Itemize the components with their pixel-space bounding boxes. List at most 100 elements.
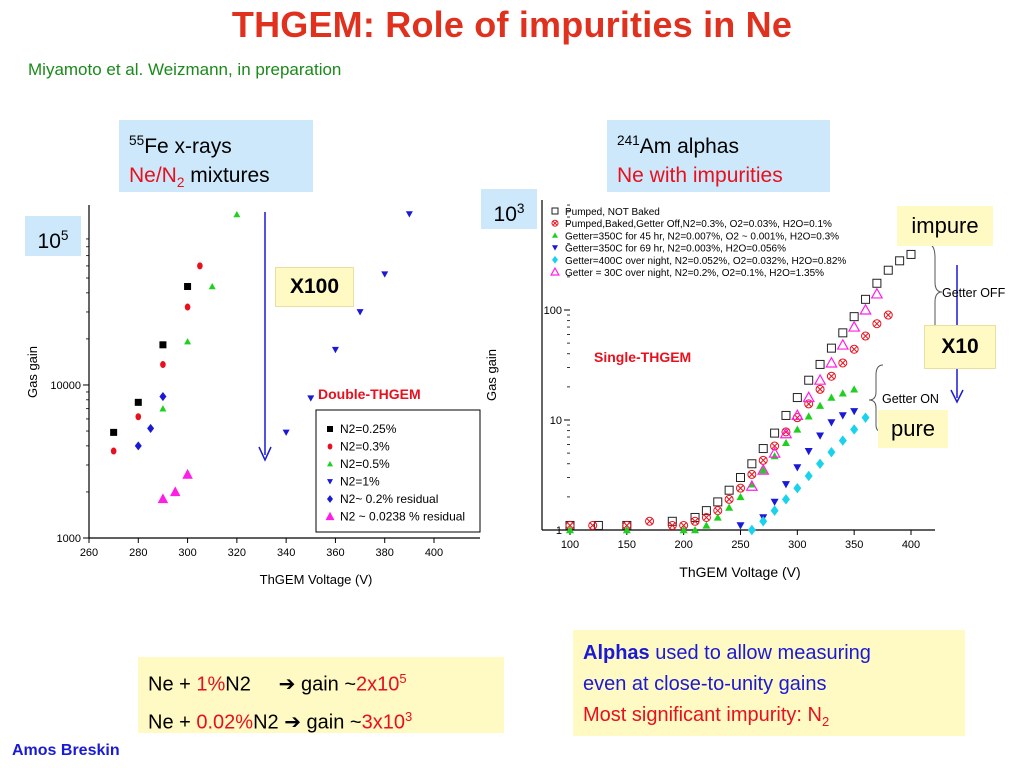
data-point [566, 526, 574, 534]
summary-2-percent: 0.02% [196, 711, 254, 734]
data-point [838, 328, 848, 338]
x-tick-label: 380 [376, 547, 394, 559]
data-point [895, 256, 905, 266]
data-point [356, 309, 364, 316]
data-point [758, 455, 768, 465]
data-point [667, 520, 677, 530]
left-y-axis-label: Gas gain [25, 346, 40, 398]
data-point [770, 505, 779, 516]
arrow-right-icon: ➔ [284, 711, 301, 734]
data-point [736, 483, 745, 493]
data-point [622, 526, 631, 534]
note-line-3: Most significant impurity: N [583, 704, 822, 726]
data-point [135, 413, 142, 421]
left-chart-title: Double-THGEM [318, 386, 421, 402]
data-point [781, 481, 790, 489]
gain-1e3-badge: 103 [481, 189, 537, 229]
right-y-axis-label: Gas gain [484, 349, 499, 401]
ne-n-subscript: 2 [176, 175, 185, 191]
data-point [747, 524, 756, 536]
data-point [405, 211, 413, 218]
ne-n-label: Ne/N [129, 164, 177, 187]
legend-marker [550, 266, 560, 276]
y-tick-label: 100 [544, 305, 562, 317]
summary-2-gain: gain ~ [300, 711, 362, 734]
legend-entry: Getter = 30C over night, N2=0.2%, O2=0.1… [565, 268, 824, 279]
data-point [838, 435, 847, 446]
mixtures-label: mixtures [184, 164, 270, 187]
data-point [826, 343, 836, 353]
data-point [792, 393, 802, 403]
data-point [770, 498, 779, 506]
gain-1e3-exponent: 3 [516, 201, 525, 216]
data-point [859, 303, 872, 315]
y-tick-label: 10000 [50, 380, 81, 392]
impure-badge: impure [897, 206, 993, 246]
data-point [725, 503, 734, 511]
fe-xrays-box: 55Fe x-rays Ne/N2 mixtures [119, 120, 313, 192]
right-chart-title: Single-THGEM [594, 349, 691, 365]
x-tick-label: 400 [425, 547, 443, 559]
data-point [381, 271, 389, 278]
am-label: Am alphas [639, 135, 739, 158]
legend-entry: Pumped, NOT Baked [565, 207, 660, 218]
summary-1-exponent: 5 [399, 671, 407, 686]
x100-arrowhead-icon [258, 446, 272, 462]
data-point [849, 312, 859, 322]
summary-2-exponent: 3 [404, 708, 413, 724]
x-tick-label: 350 [845, 539, 863, 551]
note-line-2: even at close-to-unity gains [583, 673, 827, 695]
citation-subtitle: Miyamoto et al. Weizmann, in preparation [28, 60, 342, 79]
data-point [883, 265, 893, 275]
data-point [781, 494, 790, 505]
data-point [781, 438, 790, 447]
data-point [827, 419, 836, 427]
data-point [791, 409, 804, 421]
data-point [736, 522, 745, 530]
summary-1-percent: 1% [196, 673, 226, 696]
data-point [849, 344, 859, 354]
data-point [815, 384, 825, 394]
data-point [713, 497, 723, 507]
data-point [702, 521, 711, 529]
legend-entry: N2=1% [340, 475, 380, 489]
x-tick-label: 320 [228, 547, 246, 559]
data-point [307, 395, 315, 402]
summary-1-gain: gain ~ [295, 673, 357, 696]
legend-marker [552, 245, 558, 251]
summary-1-value: 2x10 [356, 673, 400, 696]
legend-marker [327, 426, 333, 432]
legend-entry: Getter=350C for 45 hr, N2=0.007%, O2 ~ 0… [565, 231, 839, 242]
data-point [802, 391, 815, 403]
legend-entry: N2 ~ 0.0238 % residual [340, 510, 465, 524]
data-point [724, 494, 734, 504]
data-point [793, 425, 802, 433]
data-point [770, 428, 780, 438]
summary-1-n2: N2 [225, 673, 251, 696]
getter-on-label: Getter ON [882, 392, 939, 406]
am-isotope-number: 241 [617, 133, 640, 148]
data-point [690, 516, 700, 526]
data-point [736, 473, 745, 483]
x-tick-label: 100 [561, 539, 579, 551]
gain-1e5-badge: 105 [25, 216, 81, 256]
single-thgem-chart: 100 150 200 250 300 350 400 1 10 100 ThGEM Voltag… [484, 200, 935, 580]
legend-marker [327, 479, 333, 485]
x-tick-label: 400 [902, 539, 920, 551]
x-tick-label: 340 [277, 547, 295, 559]
data-point [883, 310, 893, 320]
data-point [110, 428, 118, 436]
legend-marker [552, 255, 558, 264]
x-tick-label: 280 [129, 547, 147, 559]
data-point [827, 446, 836, 458]
data-point [184, 283, 192, 291]
data-point [159, 341, 167, 349]
y-tick-label: 1 [556, 525, 562, 537]
legend-entry: N2=0.5% [340, 457, 390, 471]
data-point [758, 444, 768, 454]
legend-marker [327, 461, 333, 467]
author-name: Amos Breskin [12, 742, 120, 759]
x-tick-label: 300 [178, 547, 196, 559]
data-point [838, 412, 847, 420]
